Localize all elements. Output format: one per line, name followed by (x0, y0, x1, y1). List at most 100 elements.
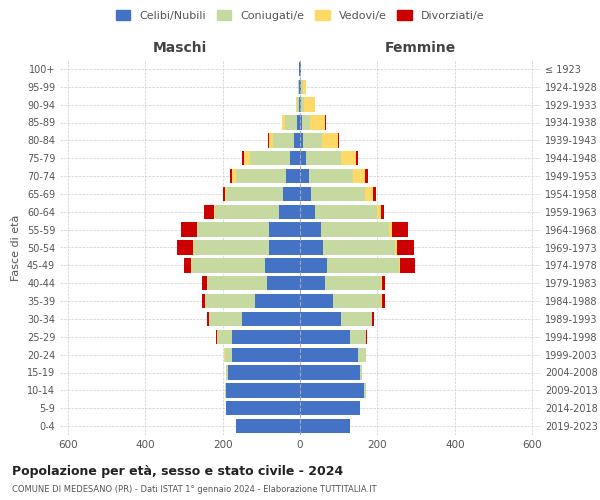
Text: Maschi: Maschi (153, 40, 207, 54)
Bar (300, 169, 308, 183)
Bar (193, 240, 194, 254)
Bar (300, 62, 301, 76)
Bar (310, 116, 325, 130)
Bar (229, 366, 300, 380)
Bar (232, 169, 236, 183)
Bar (209, 312, 242, 326)
Bar (372, 312, 374, 326)
Bar (194, 240, 269, 254)
Bar (358, 348, 366, 362)
Bar (236, 169, 286, 183)
Bar (224, 383, 226, 398)
Bar (184, 258, 191, 272)
Bar (286, 169, 300, 183)
Bar (300, 116, 302, 130)
Bar (250, 151, 290, 166)
Legend: Celibi/Nubili, Coniugati/e, Vedovi/e, Divorziati/e: Celibi/Nubili, Coniugati/e, Vedovi/e, Di… (111, 6, 489, 25)
Bar (300, 204, 315, 219)
Bar (360, 366, 362, 380)
Bar (304, 98, 315, 112)
Bar (214, 204, 215, 219)
Bar (297, 116, 300, 130)
Bar (377, 204, 381, 219)
Bar (366, 330, 367, 344)
Bar (236, 419, 300, 433)
Bar (322, 133, 338, 148)
Bar (282, 116, 285, 130)
Bar (224, 348, 232, 362)
Bar (269, 240, 300, 254)
Bar (300, 419, 350, 433)
Bar (321, 222, 389, 237)
Bar (300, 312, 341, 326)
Bar (300, 366, 360, 380)
Bar (300, 383, 364, 398)
Bar (356, 151, 358, 166)
Bar (300, 258, 327, 272)
Bar (303, 133, 322, 148)
Bar (382, 294, 385, 308)
Bar (311, 187, 365, 201)
Bar (191, 258, 265, 272)
Bar (306, 151, 341, 166)
Bar (294, 133, 300, 148)
Bar (290, 151, 300, 166)
Bar (244, 151, 250, 166)
Text: Femmine: Femmine (385, 40, 455, 54)
Bar (300, 222, 321, 237)
Bar (300, 151, 306, 166)
Bar (283, 187, 300, 201)
Bar (300, 330, 350, 344)
Bar (301, 80, 303, 94)
Bar (389, 222, 392, 237)
Bar (205, 294, 256, 308)
Bar (297, 98, 299, 112)
Bar (299, 62, 300, 76)
Text: COMUNE DI MEDESANO (PR) - Dati ISTAT 1° gennaio 2024 - Elaborazione TUTTITALIA.I: COMUNE DI MEDESANO (PR) - Dati ISTAT 1° … (12, 485, 377, 494)
Bar (300, 294, 333, 308)
Bar (207, 312, 209, 326)
Bar (300, 98, 301, 112)
Bar (204, 204, 214, 219)
Text: Popolazione per età, sesso e stato civile - 2024: Popolazione per età, sesso e stato civil… (12, 465, 343, 478)
Bar (215, 330, 217, 344)
Bar (300, 240, 323, 254)
Bar (350, 330, 366, 344)
Bar (338, 133, 339, 148)
Bar (300, 276, 325, 290)
Bar (181, 222, 197, 237)
Bar (232, 348, 300, 362)
Bar (223, 187, 224, 201)
Bar (207, 276, 267, 290)
Bar (296, 98, 297, 112)
Bar (279, 204, 300, 219)
Bar (300, 187, 311, 201)
Bar (365, 187, 373, 201)
Bar (300, 401, 360, 415)
Bar (301, 98, 304, 112)
Bar (333, 294, 381, 308)
Bar (300, 80, 301, 94)
Bar (341, 312, 371, 326)
Bar (399, 258, 400, 272)
Bar (226, 366, 229, 380)
Bar (353, 169, 365, 183)
Bar (226, 401, 300, 415)
Bar (397, 240, 414, 254)
Bar (300, 133, 303, 148)
Bar (373, 187, 376, 201)
Bar (224, 187, 226, 201)
Bar (300, 348, 358, 362)
Bar (299, 98, 300, 112)
Bar (381, 294, 382, 308)
Bar (392, 222, 407, 237)
Bar (256, 294, 300, 308)
Bar (303, 80, 306, 94)
Bar (382, 276, 385, 290)
Bar (381, 204, 385, 219)
Bar (177, 240, 193, 254)
Bar (269, 133, 273, 148)
Y-axis label: Fasce di età: Fasce di età (11, 214, 21, 280)
Bar (242, 312, 300, 326)
Bar (230, 169, 232, 183)
